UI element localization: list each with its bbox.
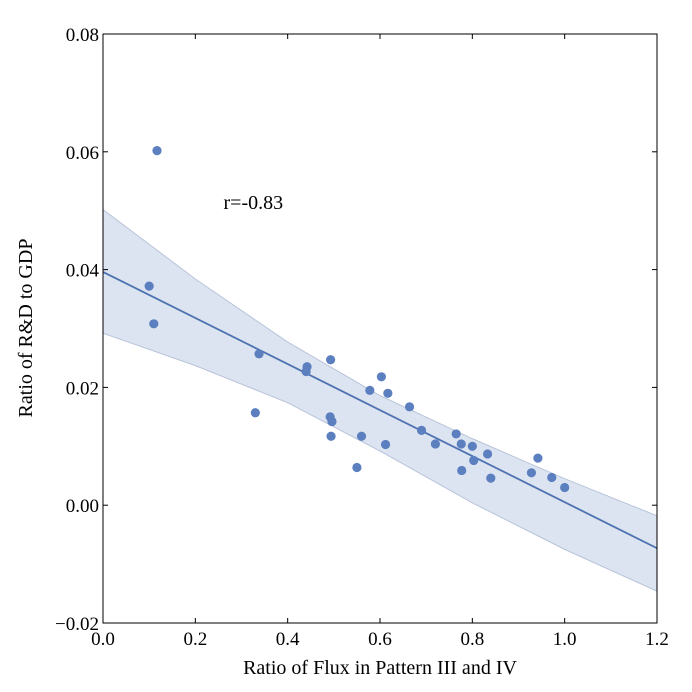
x-tick-label: 0.2 [183, 629, 207, 650]
data-point [250, 408, 260, 418]
regression-line-layer [103, 271, 657, 550]
data-point [144, 281, 154, 291]
data-point [456, 439, 466, 449]
x-axis-label: Ratio of Flux in Pattern III and IV [243, 657, 517, 679]
data-point [486, 473, 496, 483]
y-tick-label: 0.06 [66, 143, 99, 164]
data-point [326, 355, 336, 365]
data-point [365, 385, 375, 395]
data-point [152, 146, 162, 156]
data-point [467, 441, 477, 451]
x-tick-label: 0.0 [91, 629, 115, 650]
correlation-annotation: r=-0.83 [224, 192, 284, 214]
axis-ticks: 0.0 0.2 0.4 0.6 0.8 1.0 1.2 −0.02 0.00 0.02 0.04 0.… [55, 25, 669, 650]
data-point [560, 482, 570, 493]
data-point [327, 416, 337, 427]
y-tick-label: 0.08 [66, 25, 99, 46]
y-tick-label: 0.00 [66, 496, 99, 517]
data-point [526, 468, 537, 478]
y-axis-label: Ratio of R&D to GDP [15, 239, 37, 418]
x-tick-label: 0.6 [368, 629, 392, 650]
y-tick-label: 0.04 [66, 261, 100, 282]
data-point [533, 453, 543, 463]
data-point [326, 431, 336, 441]
confidence-band [103, 208, 657, 592]
confidence-band-layer [103, 208, 657, 592]
data-point [380, 439, 391, 450]
y-tick-label: 0.02 [66, 378, 99, 399]
data-point [451, 429, 461, 439]
x-tick-label: 0.4 [276, 629, 300, 650]
data-point [430, 439, 440, 449]
x-tick-label: 1.0 [553, 629, 577, 650]
data-point [416, 425, 427, 435]
data-point [404, 402, 415, 412]
data-point [547, 472, 557, 483]
data-point [356, 431, 367, 441]
data-point [376, 372, 386, 382]
x-tick-label: 1.2 [645, 629, 669, 650]
data-point [254, 349, 264, 359]
data-point [383, 388, 393, 398]
data-point [457, 465, 467, 476]
data-point [149, 319, 159, 329]
regression-line [103, 271, 657, 550]
points-layer [144, 146, 570, 493]
data-point [469, 455, 479, 466]
data-point [482, 449, 493, 459]
data-point [301, 366, 311, 377]
x-tick-label: 0.8 [460, 629, 484, 650]
y-tick-label: −0.02 [55, 614, 99, 635]
data-point [352, 462, 362, 473]
